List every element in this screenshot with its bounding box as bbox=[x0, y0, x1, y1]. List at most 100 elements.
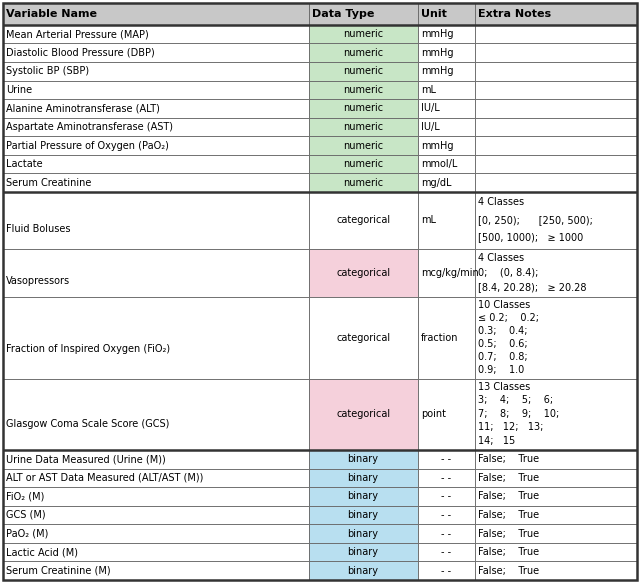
Text: 0;    (0, 8.4);: 0; (0, 8.4); bbox=[477, 267, 538, 277]
Text: Data Type: Data Type bbox=[312, 9, 374, 19]
Text: - -: - - bbox=[441, 510, 451, 520]
Bar bbox=[3, 44, 308, 62]
Bar bbox=[418, 561, 475, 580]
Text: - -: - - bbox=[441, 491, 451, 501]
Text: Unit: Unit bbox=[420, 9, 447, 19]
Text: point: point bbox=[420, 409, 445, 419]
Text: ≤ 0.2;    0.2;: ≤ 0.2; 0.2; bbox=[477, 312, 539, 323]
Text: IU/L: IU/L bbox=[420, 122, 440, 132]
Bar bbox=[3, 505, 308, 524]
Bar bbox=[3, 249, 308, 297]
Bar bbox=[475, 450, 637, 469]
Text: binary: binary bbox=[348, 454, 379, 464]
Bar bbox=[308, 3, 418, 25]
Text: - -: - - bbox=[441, 454, 451, 464]
Bar bbox=[418, 524, 475, 543]
Text: mg/dL: mg/dL bbox=[420, 178, 451, 188]
Bar bbox=[3, 450, 308, 469]
Text: - -: - - bbox=[441, 547, 451, 557]
Bar bbox=[418, 469, 475, 487]
Bar bbox=[308, 44, 418, 62]
Bar bbox=[418, 118, 475, 136]
Bar bbox=[3, 487, 308, 505]
Bar bbox=[3, 118, 308, 136]
Bar bbox=[475, 524, 637, 543]
Bar bbox=[308, 561, 418, 580]
Bar bbox=[418, 249, 475, 297]
Text: numeric: numeric bbox=[343, 29, 383, 39]
Text: mcg/kg/min: mcg/kg/min bbox=[420, 268, 478, 278]
Text: - -: - - bbox=[441, 566, 451, 575]
Text: Mean Arterial Pressure (MAP): Mean Arterial Pressure (MAP) bbox=[6, 29, 148, 39]
Text: binary: binary bbox=[348, 566, 379, 575]
Bar bbox=[475, 487, 637, 505]
Text: 0.3;    0.4;: 0.3; 0.4; bbox=[477, 326, 527, 336]
Text: IU/L: IU/L bbox=[420, 103, 440, 114]
Bar bbox=[308, 297, 418, 379]
Bar bbox=[475, 505, 637, 524]
Text: binary: binary bbox=[348, 491, 379, 501]
Bar bbox=[418, 80, 475, 99]
Text: mmHg: mmHg bbox=[420, 141, 453, 150]
Bar bbox=[418, 99, 475, 118]
Bar bbox=[308, 505, 418, 524]
Text: Diastolic Blood Pressure (DBP): Diastolic Blood Pressure (DBP) bbox=[6, 48, 155, 58]
Text: [0, 250);      [250, 500);: [0, 250); [250, 500); bbox=[477, 215, 593, 224]
Bar bbox=[308, 174, 418, 192]
Bar bbox=[3, 192, 308, 249]
Bar bbox=[308, 80, 418, 99]
Text: False;    True: False; True bbox=[477, 454, 539, 464]
Text: 11;   12;   13;: 11; 12; 13; bbox=[477, 422, 543, 432]
Text: mmol/L: mmol/L bbox=[420, 159, 457, 169]
Text: False;    True: False; True bbox=[477, 473, 539, 483]
Bar bbox=[475, 25, 637, 44]
Bar bbox=[308, 249, 418, 297]
Text: Extra Notes: Extra Notes bbox=[477, 9, 551, 19]
Bar bbox=[308, 487, 418, 505]
Bar bbox=[475, 62, 637, 80]
Text: mL: mL bbox=[420, 85, 436, 95]
Bar bbox=[3, 174, 308, 192]
Text: PaO₂ (M): PaO₂ (M) bbox=[6, 529, 49, 539]
Text: binary: binary bbox=[348, 510, 379, 520]
Text: False;    True: False; True bbox=[477, 529, 539, 539]
Bar bbox=[475, 379, 637, 450]
Bar bbox=[418, 62, 475, 80]
Text: False;    True: False; True bbox=[477, 566, 539, 575]
Text: 0.7;    0.8;: 0.7; 0.8; bbox=[477, 352, 527, 362]
Text: Urine Data Measured (Urine (M)): Urine Data Measured (Urine (M)) bbox=[6, 454, 166, 464]
Text: [500, 1000);   ≥ 1000: [500, 1000); ≥ 1000 bbox=[477, 232, 583, 242]
Text: binary: binary bbox=[348, 473, 379, 483]
Text: numeric: numeric bbox=[343, 141, 383, 150]
Bar bbox=[308, 155, 418, 174]
Bar bbox=[308, 25, 418, 44]
Bar bbox=[475, 297, 637, 379]
Text: Aspartate Aminotransferase (AST): Aspartate Aminotransferase (AST) bbox=[6, 122, 173, 132]
Text: categorical: categorical bbox=[336, 409, 390, 419]
Bar bbox=[475, 561, 637, 580]
Text: ALT or AST Data Measured (ALT/AST (M)): ALT or AST Data Measured (ALT/AST (M)) bbox=[6, 473, 204, 483]
Bar bbox=[3, 99, 308, 118]
Text: binary: binary bbox=[348, 529, 379, 539]
Bar bbox=[308, 118, 418, 136]
Text: categorical: categorical bbox=[336, 216, 390, 226]
Bar bbox=[308, 450, 418, 469]
Text: False;    True: False; True bbox=[477, 491, 539, 501]
Text: Systolic BP (SBP): Systolic BP (SBP) bbox=[6, 66, 89, 76]
Text: numeric: numeric bbox=[343, 178, 383, 188]
Bar bbox=[475, 155, 637, 174]
Text: Fluid Boluses: Fluid Boluses bbox=[6, 224, 70, 234]
Bar bbox=[475, 249, 637, 297]
Text: 10 Classes: 10 Classes bbox=[477, 300, 530, 310]
Text: numeric: numeric bbox=[343, 103, 383, 114]
Bar bbox=[418, 487, 475, 505]
Bar bbox=[308, 62, 418, 80]
Text: numeric: numeric bbox=[343, 159, 383, 169]
Text: 13 Classes: 13 Classes bbox=[477, 382, 530, 392]
Bar bbox=[418, 505, 475, 524]
Text: Alanine Aminotransferase (ALT): Alanine Aminotransferase (ALT) bbox=[6, 103, 160, 114]
Bar bbox=[475, 80, 637, 99]
Text: Fraction of Inspired Oxygen (FiO₂): Fraction of Inspired Oxygen (FiO₂) bbox=[6, 344, 170, 354]
Bar bbox=[418, 25, 475, 44]
Bar bbox=[475, 99, 637, 118]
